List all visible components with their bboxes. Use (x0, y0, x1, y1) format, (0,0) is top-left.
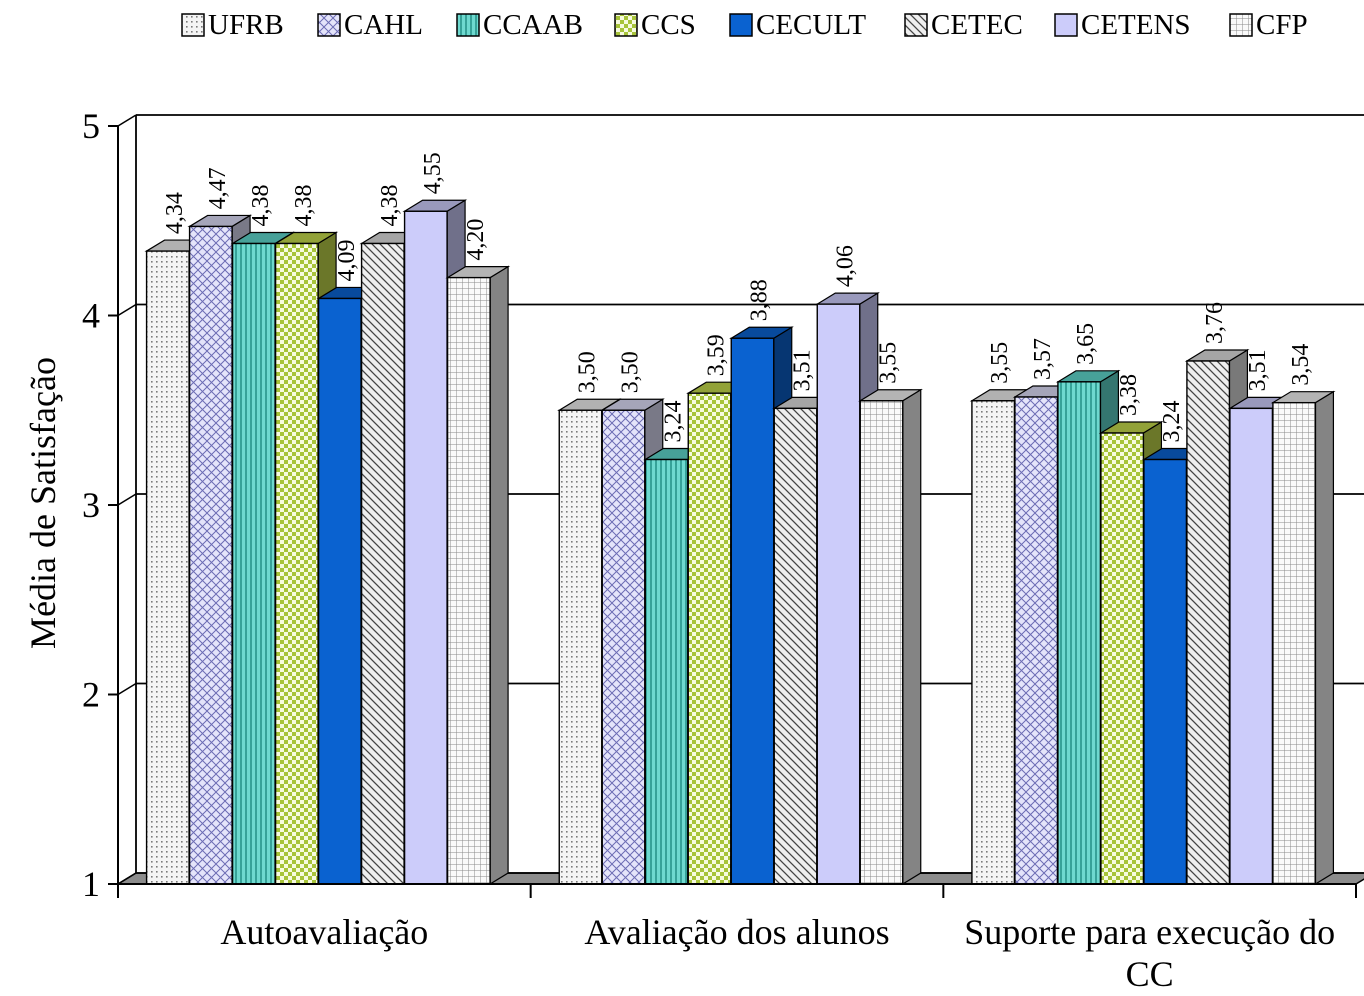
y-tick-label: 1 (82, 864, 100, 904)
data-label: 4,55 (420, 152, 446, 194)
bar-front (1143, 458, 1188, 885)
bar-side (1314, 390, 1335, 886)
y-tick-label: 3 (82, 485, 100, 525)
category-label: Suporte para execução do (964, 912, 1335, 952)
legend-label: CCAAB (483, 9, 583, 41)
y-tick-label: 5 (82, 106, 100, 146)
legend-label: CFP (1256, 9, 1308, 41)
legend-swatch (456, 13, 480, 37)
y-tick-depth (117, 114, 137, 127)
legend-swatch (1054, 13, 1078, 37)
legend-swatch (614, 13, 638, 37)
legend: UFRB CAHL CCAAB CCS CECULT CETEC CETENS CFP (181, 9, 1308, 41)
data-label: 3,54 (1288, 344, 1314, 386)
y-tick-depth (117, 493, 137, 506)
bar-front (1057, 381, 1102, 885)
legend-label: CAHL (344, 9, 423, 41)
bar-front (1014, 396, 1059, 885)
legend-swatch (181, 13, 205, 37)
bar (445, 265, 511, 886)
bar-front (859, 400, 904, 885)
data-label: 4,38 (291, 184, 317, 226)
bar-side (489, 265, 509, 886)
bar-side (902, 388, 922, 886)
data-label: 3,57 (1030, 338, 1056, 380)
bar-front (773, 407, 818, 885)
legend-label: CCS (641, 9, 696, 41)
y-ticks: 1 2 3 4 5 (82, 106, 137, 904)
legend-label: UFRB (208, 9, 284, 41)
data-label: 3,50 (618, 351, 644, 393)
bar-front (558, 409, 603, 885)
data-label: 3,51 (790, 349, 816, 391)
legend-label: CECULT (756, 9, 866, 41)
bar-front (971, 400, 1016, 885)
legend-label: CETEC (931, 9, 1023, 41)
bar-front (730, 337, 775, 885)
data-label: 3,88 (747, 279, 773, 321)
bar-front (274, 242, 319, 885)
bar (858, 388, 923, 886)
category-label: CC (1126, 954, 1174, 994)
bar-front (317, 297, 362, 885)
data-label: 3,24 (1159, 401, 1185, 443)
bar-front (687, 392, 732, 885)
category-label: Autoavaliação (220, 912, 428, 952)
y-tick-depth (117, 682, 137, 696)
data-label: 4,38 (377, 184, 403, 226)
bar-front (644, 458, 689, 885)
bar-front (1272, 401, 1317, 885)
bar-front (145, 250, 190, 885)
data-label: 3,59 (704, 334, 730, 376)
bar (1270, 390, 1336, 886)
y-axis-title: Média de Satisfação (23, 357, 63, 649)
data-label: 3,55 (876, 342, 902, 384)
data-label: 3,76 (1202, 302, 1228, 344)
bar-front (231, 242, 276, 885)
bar-front (601, 409, 646, 885)
bar-front (1100, 432, 1145, 885)
category-labels: Autoavaliação Avaliação dos alunos Suporte… (220, 912, 1335, 994)
bar-front (403, 210, 448, 885)
y-tick-label: 2 (82, 675, 100, 715)
data-label: 4,38 (248, 184, 274, 226)
legend-swatch (1229, 13, 1253, 37)
data-label: 3,51 (1245, 349, 1271, 391)
y-tick-depth (117, 872, 137, 885)
data-label: 3,55 (987, 342, 1013, 384)
legend-swatch (729, 13, 753, 37)
data-label: 3,65 (1073, 323, 1099, 365)
data-label: 3,38 (1116, 374, 1142, 416)
bar-front (446, 276, 491, 885)
bar-front (1186, 360, 1231, 885)
data-label: 4,06 (833, 245, 859, 287)
data-label: 3,24 (661, 401, 687, 443)
legend-swatch (904, 13, 928, 37)
data-label: 4,34 (162, 192, 188, 234)
bar-front (360, 242, 405, 885)
legend-swatch (317, 13, 341, 37)
category-label: Avaliação dos alunos (584, 912, 889, 952)
bar-front (816, 303, 861, 885)
bars (144, 199, 1336, 886)
data-label: 4,09 (334, 239, 360, 281)
y-tick-depth (117, 303, 137, 317)
data-label: 4,47 (205, 167, 231, 209)
data-labels: 4,34 4,47 4,38 4,38 4,09 4,38 4,55 4,20 3,50 3,50… (162, 152, 1314, 442)
data-label: 3,50 (575, 351, 601, 393)
bar-front (1229, 407, 1274, 885)
bar-front (188, 225, 233, 885)
y-tick-label: 4 (82, 296, 100, 336)
legend-label: CETENS (1081, 9, 1191, 41)
data-label: 4,20 (463, 219, 489, 261)
